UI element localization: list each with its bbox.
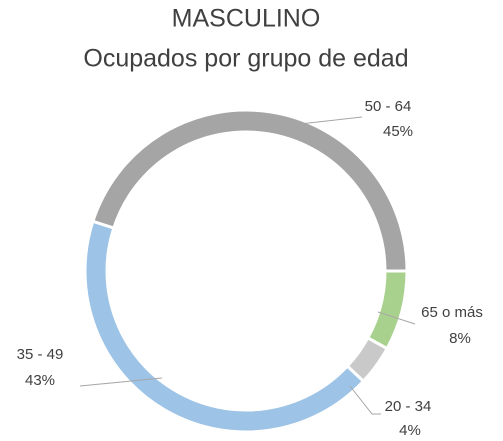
value-label: 4% (399, 422, 421, 439)
category-label: 20 - 34 (385, 398, 432, 415)
leader-line (299, 116, 363, 125)
donut-segment (90, 108, 409, 273)
value-label: 45% (383, 123, 413, 140)
leader-line (377, 311, 416, 325)
leader-line (79, 377, 163, 387)
category-label: 35 - 49 (17, 346, 64, 363)
category-label: 65 o más (421, 304, 483, 321)
category-label: 50 - 64 (365, 98, 412, 115)
leader-line (349, 385, 381, 415)
value-label: 8% (449, 330, 471, 347)
chart-title: MASCULINO (172, 5, 321, 33)
chart-subtitle: Ocupados por grupo de edad (83, 45, 408, 73)
donut-segment (83, 219, 366, 434)
donut-segment (365, 269, 409, 351)
value-label: 43% (25, 372, 55, 389)
